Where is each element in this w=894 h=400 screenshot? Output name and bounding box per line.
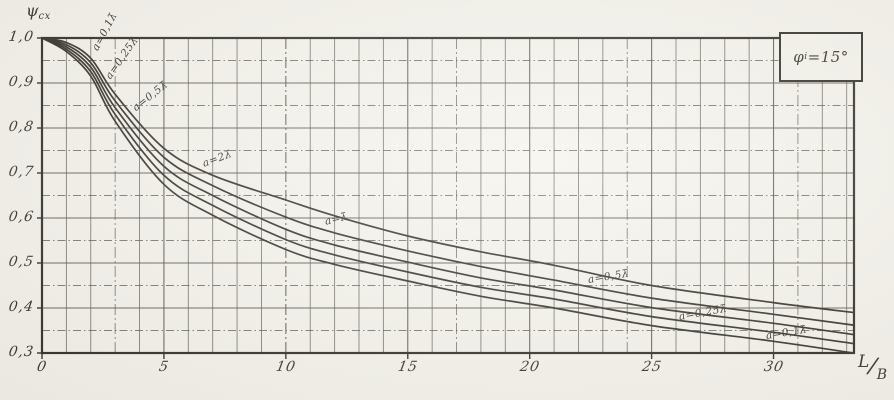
x-tick-label: 15 xyxy=(396,359,420,375)
curve-a=2λ̄ xyxy=(41,37,855,314)
x-axis-denominator: B xyxy=(876,367,888,383)
annotation-symbol: φ xyxy=(793,48,805,66)
x-axis-numerator: L xyxy=(858,352,870,372)
y-tick-label: 0,8 xyxy=(7,119,36,135)
y-tick-label: 0,9 xyxy=(7,74,36,90)
curve-a=0,5λ̄ xyxy=(41,37,855,336)
y-axis-subscript: cx xyxy=(38,11,51,22)
curve-a=0,1λ̄ xyxy=(41,37,855,354)
annotation-value: =15° xyxy=(807,48,849,66)
x-axis-title: L/B xyxy=(858,352,887,383)
y-axis-title: ψcx xyxy=(26,1,51,22)
y-axis-symbol: ψ xyxy=(26,1,39,20)
curve-a=0,25λ̄ xyxy=(41,37,855,345)
y-tick-label: 0,3 xyxy=(7,344,36,360)
annotation-box: φ i =15° xyxy=(779,32,863,82)
plot-border xyxy=(40,36,856,355)
x-tick-label: 25 xyxy=(640,359,663,375)
y-tick-label: 0,4 xyxy=(7,299,36,315)
x-tick-label: 5 xyxy=(157,359,171,375)
y-tick-label: 0,5 xyxy=(7,254,36,270)
y-tick-label: 1,0 xyxy=(7,29,36,45)
annotation-subscript: i xyxy=(804,52,808,62)
y-tick-label: 0,6 xyxy=(7,209,36,225)
x-tick-label: 30 xyxy=(762,359,785,375)
x-tick-label: 10 xyxy=(274,359,298,375)
y-tick-label: 0,7 xyxy=(7,164,36,180)
curve-a=λ̄ xyxy=(41,37,855,326)
x-tick-label: 20 xyxy=(518,359,542,375)
x-tick-label: 0 xyxy=(35,359,49,375)
